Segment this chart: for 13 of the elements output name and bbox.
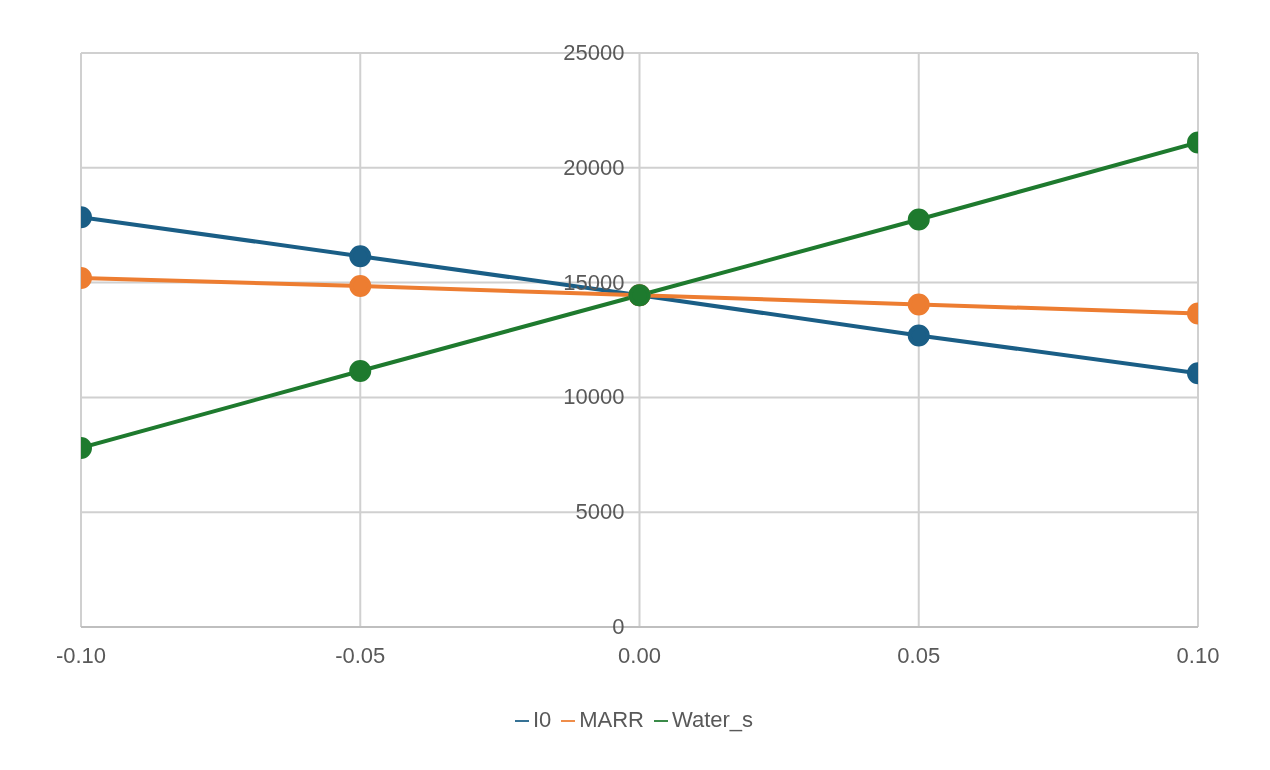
- legend-label: I0: [532, 707, 552, 732]
- y-tick-label: 25000: [563, 40, 625, 65]
- y-tick-label: 10000: [563, 384, 625, 410]
- x-tick-label: -0.05: [335, 642, 386, 668]
- x-tick-label: 0.10: [1176, 642, 1220, 668]
- x-tick-label: -0.10: [55, 642, 107, 668]
- y-tick-label: 5000: [575, 499, 625, 525]
- x-tick-label: 0.05: [897, 642, 941, 668]
- legend-label: MARR: [579, 707, 645, 732]
- y-tick-label: 20000: [563, 154, 625, 180]
- legend-label: Water_s: [672, 707, 754, 732]
- x-tick-label: 0.00: [618, 642, 661, 668]
- y-tick-label: 0: [612, 614, 625, 639]
